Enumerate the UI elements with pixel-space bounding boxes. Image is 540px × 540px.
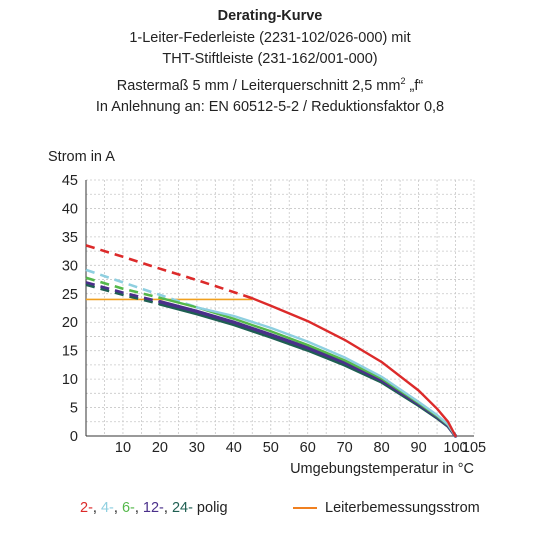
squared-superscript: 2 [400, 75, 406, 86]
series-24-dashed-line [85, 283, 161, 306]
series-4-line [195, 306, 457, 438]
legend-entry-5: , [134, 500, 143, 516]
x-tick-label: 30 [189, 440, 205, 456]
chart-subtitle-line-1: 1-Leiter-Federleiste (2231-102/026-000) … [129, 29, 411, 46]
legend-entry-9: polig [192, 500, 228, 516]
x-tick-label: 20 [152, 440, 168, 456]
legend-entry-8: 24- [171, 500, 193, 516]
legend-entry-3: , [113, 500, 122, 516]
series-12-dashed-line [85, 281, 161, 303]
y-tick-label: 0 [70, 429, 78, 445]
chart-subtitle-line-2: THT-Stiftleiste (231-162/001-000) [162, 51, 378, 67]
legend-entry-4: 6- [121, 500, 135, 516]
y-tick-label: 35 [62, 230, 78, 246]
y-tick-label: 20 [62, 315, 78, 331]
legend-entry-6: 12- [142, 500, 164, 516]
x-tick-label: 70 [337, 440, 353, 456]
chart-subtitle-line-3-text: Rastermaß 5 mm / Leiterquerschnitt 2,5 m… [116, 77, 401, 94]
x-tick-label: 90 [411, 440, 427, 456]
x-tick-label: 100 [443, 440, 467, 456]
y-tick-label: 10 [62, 372, 78, 388]
series-6-line [158, 296, 457, 438]
reference-legend-swatch [293, 507, 317, 509]
series-2-line [251, 297, 457, 438]
legend-entry-0: 2- [80, 500, 93, 516]
series-4-dashed-line [85, 268, 198, 309]
x-tick-label: 105 [462, 440, 486, 456]
chart-subtitle-line-3: Rastermaß 5 mm / Leiterquerschnitt 2,5 m… [0, 71, 540, 97]
series-legend: 2-, 4-, 6-, 12-, 24- polig [80, 500, 228, 516]
legend-entry-2: 4- [100, 500, 114, 516]
x-tick-label: 40 [226, 440, 242, 456]
x-tick-label: 60 [300, 440, 316, 456]
x-axis-label: Umgebungstemperatur in °C [290, 461, 474, 477]
legend-entry-1: , [92, 500, 101, 516]
chart-title: Derating-Kurve [217, 8, 323, 24]
y-axis-label: Strom in A [48, 149, 115, 165]
y-tick-label: 15 [62, 344, 78, 360]
y-tick-label: 30 [62, 258, 78, 274]
chart-header: Derating-Kurve 1-Leiter-Federleiste (223… [0, 6, 540, 118]
x-tick-label: 10 [115, 440, 131, 456]
series-6-dashed-line [85, 276, 161, 300]
x-tick-label: 80 [374, 440, 390, 456]
reference-legend-label: Leiterbemessungsstrom [325, 500, 480, 516]
series-2-dashed-line [85, 244, 253, 300]
y-tick-label: 45 [62, 173, 78, 189]
x-tick-label: 50 [263, 440, 279, 456]
y-tick-label: 5 [70, 401, 78, 417]
reference-legend: Leiterbemessungsstrom [293, 500, 480, 516]
chart-subtitle-line-4: In Anlehnung an: EN 60512-5-2 / Reduktio… [95, 98, 445, 115]
y-tick-label: 40 [62, 201, 78, 217]
chart-subtitle-line-3-suffix: „f“ [405, 77, 424, 94]
y-tick-label: 25 [62, 287, 78, 303]
legend-entry-7: , [163, 500, 172, 516]
